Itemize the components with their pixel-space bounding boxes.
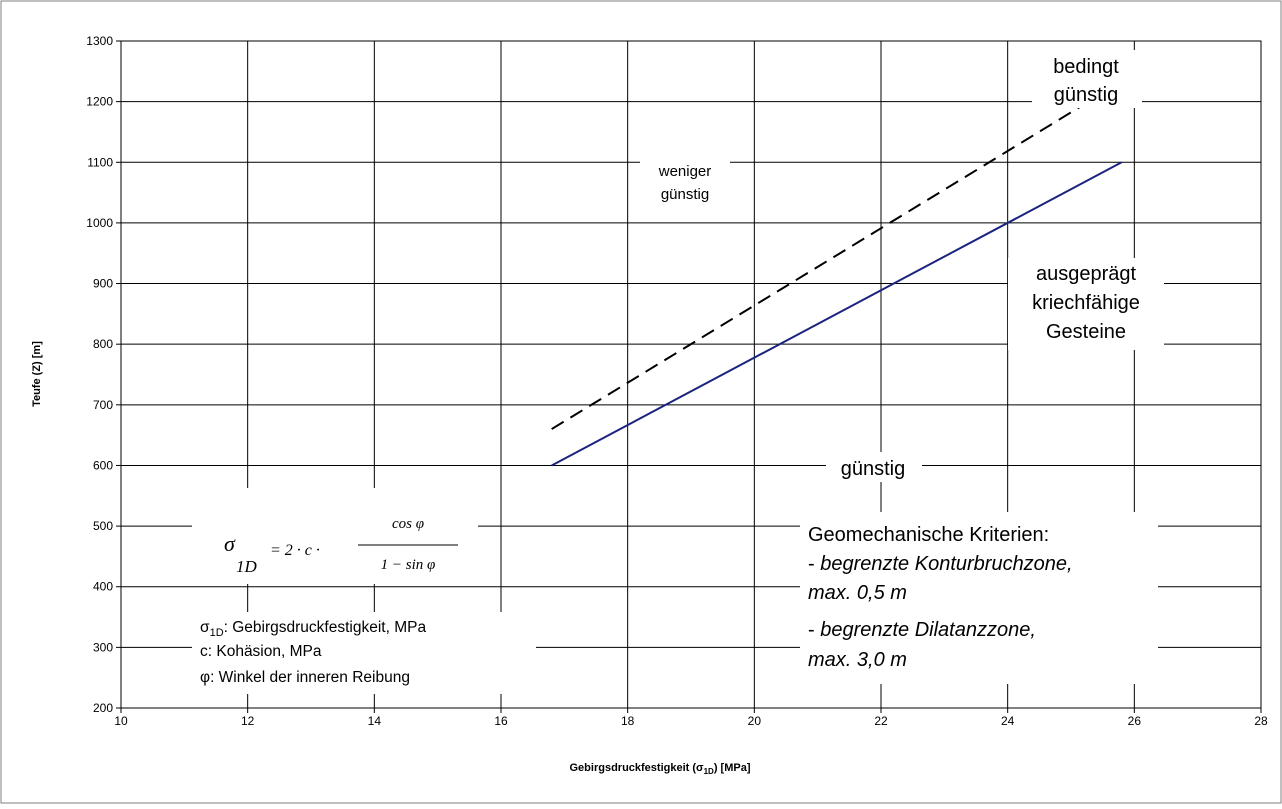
y-tick-labels: 200 300 400 500 600 700 800 900 1000 1100 1200 1300 <box>86 34 121 715</box>
y-axis-title: Teufe (Z) [m] <box>31 341 43 407</box>
x-tick-labels: 10 12 14 16 18 20 22 24 26 28 <box>114 708 1268 728</box>
criteria-title: Geomechanische Kriterien: <box>808 524 1049 546</box>
y-tick-label: 500 <box>93 519 113 533</box>
x-tick-label: 20 <box>748 714 762 728</box>
bedingt-label-bg <box>1032 50 1142 108</box>
region-bedingt-line1: bedingt <box>1053 56 1119 78</box>
y-tick-label: 300 <box>93 640 113 654</box>
x-tick-label: 14 <box>368 714 382 728</box>
criteria-bg <box>800 512 1158 684</box>
formula: σ 1D = 2 · c · cos φ 1 − sin φ <box>224 516 458 576</box>
x-tick-label: 24 <box>1001 714 1015 728</box>
x-tick-label: 10 <box>114 714 128 728</box>
y-tick-label: 1100 <box>87 155 113 169</box>
criteria-line3: - begrenzte Dilatanzzone, <box>808 619 1036 641</box>
y-tick-label: 700 <box>93 398 113 412</box>
formula-numerator: cos φ <box>392 516 424 532</box>
region-weniger-line1: weniger <box>658 163 712 180</box>
region-ausgepraegt-line1: ausgeprägt <box>1036 263 1137 285</box>
y-tick-label: 200 <box>93 701 113 715</box>
y-tick-label: 1200 <box>86 95 113 109</box>
x-tick-label: 16 <box>494 714 508 728</box>
y-tick-label: 400 <box>93 580 113 594</box>
formula-denominator: 1 − sin φ <box>381 557 436 573</box>
formula-sigma-sub: 1D <box>236 557 258 576</box>
region-ausgepraegt-line2: kriechfähige <box>1032 292 1140 314</box>
x-tick-label: 22 <box>874 714 888 728</box>
y-tick-label: 800 <box>93 337 113 351</box>
criteria-line4: max. 3,0 m <box>808 649 907 671</box>
x-tick-label: 28 <box>1254 714 1268 728</box>
x-tick-label: 12 <box>241 714 255 728</box>
plot-border <box>120 40 1262 709</box>
y-tick-label: 900 <box>93 277 113 291</box>
formula-equation: = 2 · c · <box>270 542 320 559</box>
x-tick-label: 26 <box>1128 714 1142 728</box>
legend-bg <box>192 612 536 694</box>
criteria-line1: - begrenzte Konturbruchzone, <box>808 553 1073 575</box>
formula-bg <box>192 488 478 584</box>
legend-sigma-line: σ1D: Gebirgsdruckfestigkeit, MPa <box>200 619 426 639</box>
series-line-solid <box>551 161 1123 467</box>
weniger-label-bg <box>640 155 730 211</box>
y-tick-label: 600 <box>93 458 113 472</box>
region-bedingt-line2: günstig <box>1054 84 1119 106</box>
y-tick-label: 1000 <box>86 216 113 230</box>
x-tick-label: 18 <box>621 714 635 728</box>
y-tick-label: 1300 <box>86 34 113 48</box>
guenstig-label-bg <box>826 452 922 482</box>
series-line-dashed <box>551 103 1085 430</box>
legend-c-line: c: Kohäsion, MPa <box>200 643 322 660</box>
region-ausgepraegt-line3: Gesteine <box>1046 321 1126 343</box>
x-axis-title: Gebirgsdruckfestigkeit (σ1D) [MPa] <box>570 762 751 776</box>
region-weniger-line2: günstig <box>661 186 709 203</box>
formula-sigma: σ <box>224 531 236 556</box>
ausgepraegt-label-bg <box>1008 258 1164 350</box>
criteria-line2: max. 0,5 m <box>808 582 907 604</box>
legend-phi-line: φ: Winkel der inneren Reibung <box>200 669 410 686</box>
region-guenstig: günstig <box>841 458 906 480</box>
series-group <box>551 103 1123 467</box>
